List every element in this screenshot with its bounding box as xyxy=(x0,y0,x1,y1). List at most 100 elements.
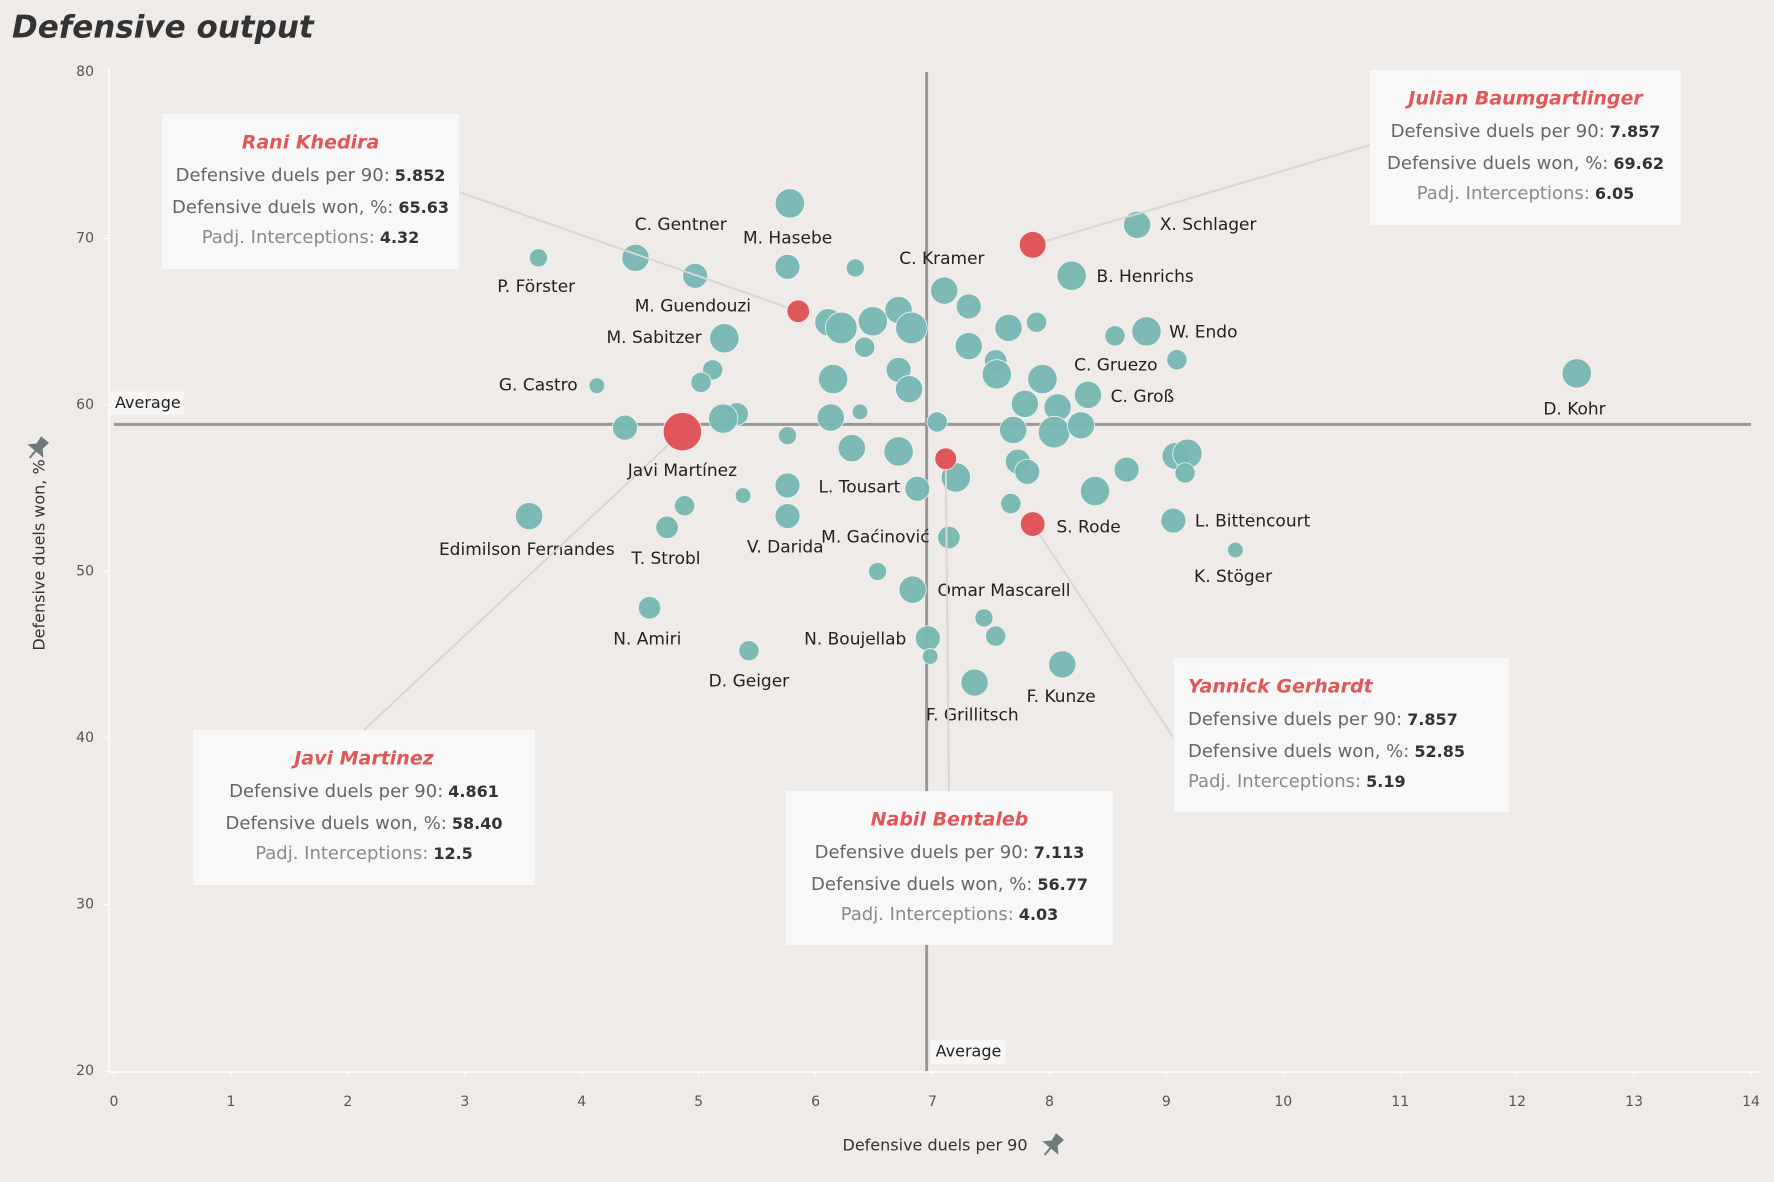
callout-stat: Defensive duels per 90: 4.861 xyxy=(229,781,499,802)
bubble xyxy=(974,608,994,628)
leader-line xyxy=(458,191,799,313)
highlight-bubble xyxy=(1019,511,1046,537)
x-tick-label: 2 xyxy=(343,1094,352,1110)
pin-icon xyxy=(27,436,50,459)
callout-stat: Defensive duels won, %: 56.77 xyxy=(811,874,1088,895)
x-tick-label: 3 xyxy=(460,1094,469,1110)
callout-name: Yannick Gerhardt xyxy=(1188,676,1374,698)
bubble xyxy=(1160,507,1187,534)
callout-name: Nabil Bentaleb xyxy=(871,809,1029,831)
stat-label: Padj. Interceptions: xyxy=(841,904,1014,925)
bubble xyxy=(515,502,544,531)
bubble xyxy=(816,403,845,432)
x-tick-label: 5 xyxy=(694,1094,703,1110)
point-label: F. Grillitsch xyxy=(926,705,1019,725)
callout-box xyxy=(193,730,535,885)
stat-label: Defensive duels per 90: xyxy=(176,165,390,186)
x-axis-title: Defensive duels per 90 xyxy=(843,1136,1028,1155)
stat-label: Padj. Interceptions: xyxy=(255,843,428,864)
callout-stat: Padj. Interceptions: 6.05 xyxy=(1417,183,1635,204)
stat-value: 5.852 xyxy=(395,166,446,185)
bubble xyxy=(709,323,740,354)
callout: Yannick Gerhardt Defensive duels per 90: 7… xyxy=(1174,658,1509,812)
stat-value: 58.40 xyxy=(452,814,503,833)
bubble xyxy=(837,434,866,463)
bubble xyxy=(612,414,638,441)
stat-value: 65.63 xyxy=(398,198,449,217)
pin-icon xyxy=(1042,1133,1065,1156)
bubble xyxy=(960,668,989,697)
point-label: F. Kunze xyxy=(1027,687,1096,707)
leader-line xyxy=(944,458,950,792)
callout: Julian Baumgartlinger Defensive duels per… xyxy=(1370,70,1681,225)
bubble xyxy=(1026,311,1048,333)
average-label-bg xyxy=(109,391,184,416)
bubble xyxy=(1131,316,1162,347)
bubble xyxy=(1014,458,1041,485)
bubble xyxy=(1104,325,1126,347)
stat-value: 7.857 xyxy=(1407,710,1458,729)
bubble xyxy=(914,625,941,652)
stat-value: 52.85 xyxy=(1414,742,1465,761)
stat-label: Defensive duels won, %: xyxy=(1387,153,1608,174)
bubble xyxy=(690,371,712,393)
y-tick-label: 40 xyxy=(76,730,94,746)
point-label: V. Darida xyxy=(747,538,824,558)
y-tick-label: 60 xyxy=(76,397,94,413)
callout-stat: Defensive duels won, %: 52.85 xyxy=(1188,741,1465,762)
point-label: C. Gruezo xyxy=(1074,355,1157,375)
point-label: T. Strobl xyxy=(630,549,700,569)
point-label: M. Gaćinović xyxy=(821,528,929,548)
stat-label: Defensive duels won, %: xyxy=(172,197,393,218)
bubble xyxy=(1113,456,1140,483)
y-axis-title: Defensive duels won, % xyxy=(30,459,49,650)
callout-stat: Defensive duels per 90: 7.857 xyxy=(1391,121,1661,142)
point-label: D. Geiger xyxy=(709,671,790,691)
stat-label: Defensive duels won, %: xyxy=(1188,741,1409,762)
average-label: Average xyxy=(115,393,181,412)
stat-value: 6.05 xyxy=(1595,184,1634,203)
x-tick-label: 11 xyxy=(1391,1094,1409,1110)
stat-value: 69.62 xyxy=(1613,154,1664,173)
bubble xyxy=(1027,363,1058,395)
stat-label: Padj. Interceptions: xyxy=(1188,771,1361,792)
callout-box xyxy=(786,791,1113,945)
callout-stat: Defensive duels per 90: 7.113 xyxy=(815,842,1085,863)
stat-label: Defensive duels won, %: xyxy=(226,813,447,834)
bubble xyxy=(734,487,752,504)
stat-label: Defensive duels per 90: xyxy=(815,842,1029,863)
bubble xyxy=(1037,415,1071,449)
bubble xyxy=(898,575,927,604)
callout-name: Julian Baumgartlinger xyxy=(1404,88,1644,110)
callout: Rani Khedira Defensive duels per 90: 5.852… xyxy=(162,114,459,269)
callout-stat: Padj. Interceptions: 4.03 xyxy=(841,904,1059,925)
point-label: Edimilson Fernandes xyxy=(439,540,615,560)
point-label: L. Bittencourt xyxy=(1195,512,1311,532)
bubble xyxy=(637,596,662,620)
point-label: M. Guendouzi xyxy=(635,296,751,316)
bubble xyxy=(1123,210,1152,239)
x-tick-label: 8 xyxy=(1045,1094,1054,1110)
bubble xyxy=(825,311,858,345)
leader-line xyxy=(1032,144,1371,246)
leader-line xyxy=(1031,523,1174,738)
chart-title: Defensive output xyxy=(12,10,315,46)
bubble xyxy=(1561,358,1592,389)
bubble xyxy=(674,495,696,517)
highlight-bubble xyxy=(662,412,702,452)
stat-value: 56.77 xyxy=(1037,875,1088,894)
stat-value: 7.113 xyxy=(1034,843,1085,862)
bubble xyxy=(985,625,1007,647)
point-label: L. Tousart xyxy=(818,478,900,498)
average-label: Average xyxy=(936,1042,1002,1061)
callout-stat: Defensive duels won, %: 58.40 xyxy=(226,813,503,834)
callout-stat: Defensive duels won, %: 65.63 xyxy=(172,197,449,218)
stat-value: 4.32 xyxy=(380,228,419,247)
point-label: P. Förster xyxy=(497,277,575,297)
point-label: S. Rode xyxy=(1056,517,1120,537)
bubble xyxy=(981,359,1012,390)
callout: Nabil Bentaleb Defensive duels per 90: 7.1… xyxy=(786,791,1113,945)
stat-label: Defensive duels won, %: xyxy=(811,874,1032,895)
bubble xyxy=(1056,260,1087,291)
callout-name: Rani Khedira xyxy=(242,132,380,154)
